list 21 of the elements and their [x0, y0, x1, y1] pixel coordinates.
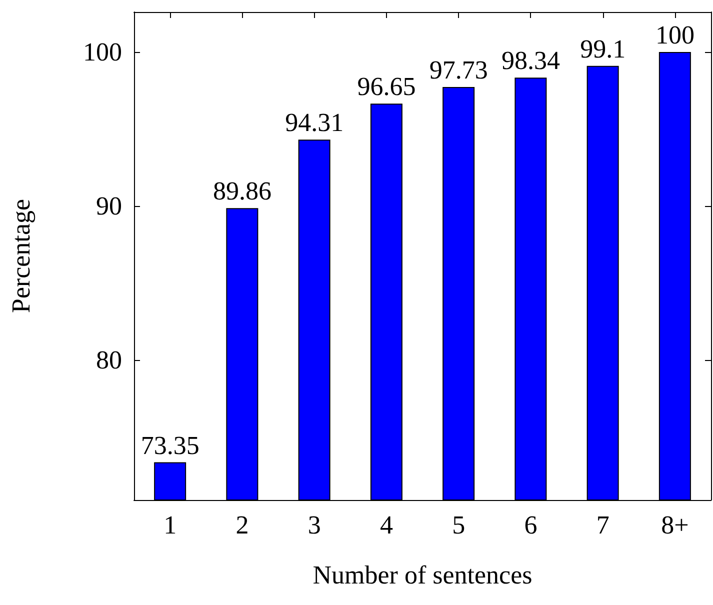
x-tick-label: 5	[452, 510, 466, 540]
x-tick-label: 1	[164, 510, 177, 540]
y-tick-label: 100	[83, 38, 122, 67]
data-label: 73.35	[140, 430, 200, 460]
data-label: 100	[655, 20, 694, 50]
data-label: 98.34	[501, 46, 560, 76]
data-label: 99.1	[580, 34, 626, 64]
x-tick-label: 8+	[661, 510, 689, 540]
x-axis-title: Number of sentences	[312, 560, 532, 590]
data-label: 94.31	[285, 108, 344, 138]
x-tick-label: 2	[236, 510, 249, 540]
data-label: 89.86	[212, 176, 272, 206]
y-tick-label: 90	[96, 191, 122, 220]
x-tick-label: 4	[380, 510, 393, 540]
x-tick-label: 6	[524, 510, 538, 540]
y-axis-title: Percentage	[6, 198, 36, 314]
data-label: 96.65	[357, 72, 416, 102]
data-label: 97.73	[429, 55, 488, 84]
x-tick-label: 3	[308, 510, 321, 540]
y-tick-label: 80	[96, 345, 122, 374]
x-tick-label: 7	[596, 510, 610, 540]
